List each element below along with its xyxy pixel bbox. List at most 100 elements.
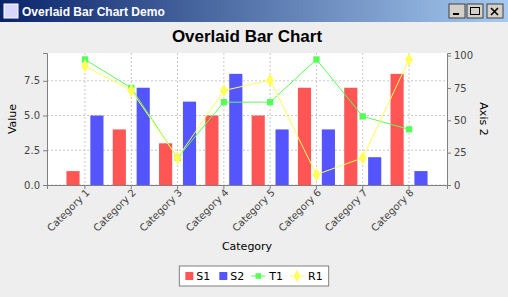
marker bbox=[313, 168, 321, 181]
tick-mark bbox=[43, 185, 47, 186]
y-axis-title: Value bbox=[6, 104, 19, 134]
bar bbox=[414, 171, 427, 185]
marker bbox=[266, 74, 274, 87]
window-icon bbox=[4, 4, 18, 18]
maximize-button[interactable] bbox=[467, 4, 483, 18]
bar bbox=[66, 171, 79, 185]
bar bbox=[113, 129, 126, 185]
tick-label: Category 7 bbox=[323, 187, 370, 234]
legend-label: R1 bbox=[308, 270, 323, 283]
button-face[interactable] bbox=[449, 4, 465, 18]
window-title: Overlaid Bar Chart Demo bbox=[22, 5, 165, 19]
grid-line-y bbox=[47, 80, 447, 81]
tick-label: Category 1 bbox=[45, 187, 92, 234]
y2-axis: 0255075100 bbox=[447, 50, 473, 190]
tick: Category 6 bbox=[276, 185, 323, 234]
axis-line bbox=[43, 54, 48, 186]
tick-label: 2.5 bbox=[24, 145, 40, 156]
legend-label: T1 bbox=[268, 270, 283, 283]
tick: 0 bbox=[447, 180, 460, 191]
tick: Category 2 bbox=[91, 185, 138, 234]
tick-label: Category 4 bbox=[184, 187, 231, 234]
grid-line-x bbox=[131, 53, 132, 185]
grid-line-x bbox=[84, 53, 85, 185]
legend-label: S2 bbox=[230, 270, 244, 283]
tick: 0.0 bbox=[24, 180, 47, 191]
legend-marker bbox=[294, 270, 301, 282]
marker bbox=[359, 151, 367, 164]
legend-item: T1 bbox=[251, 270, 283, 283]
bar-series bbox=[90, 74, 427, 185]
bar bbox=[229, 74, 242, 185]
tick: Category 3 bbox=[137, 185, 184, 234]
tick-label: 0.0 bbox=[24, 180, 40, 191]
line-series bbox=[82, 56, 412, 161]
marker bbox=[174, 151, 182, 164]
tick-label: 0 bbox=[454, 180, 460, 191]
tick-label: 5.0 bbox=[24, 110, 40, 121]
bar bbox=[137, 88, 150, 185]
line bbox=[85, 59, 409, 174]
legend-swatch bbox=[185, 272, 193, 280]
grid bbox=[47, 53, 447, 185]
legend-label: S1 bbox=[196, 270, 210, 283]
bar bbox=[368, 157, 381, 185]
legend: S1 S2 T1 R1 bbox=[179, 266, 328, 286]
tick-label: 7.5 bbox=[24, 75, 40, 86]
button-glyph[interactable] bbox=[471, 8, 480, 15]
bar bbox=[298, 88, 311, 185]
tick-mark bbox=[447, 120, 451, 121]
chart-window: Overlaid Bar Chart DemoOverlaid Bar Char… bbox=[0, 0, 508, 297]
axis-line bbox=[48, 186, 448, 190]
tick: 5.0 bbox=[24, 110, 47, 121]
grid-line-x bbox=[316, 53, 317, 185]
bar bbox=[391, 74, 404, 185]
tick: 50 bbox=[447, 115, 467, 126]
bar bbox=[205, 116, 218, 185]
legend-item: R1 bbox=[290, 270, 323, 283]
tick-mark bbox=[43, 150, 47, 151]
tick: 25 bbox=[447, 147, 467, 158]
tick: Category 7 bbox=[323, 185, 370, 234]
button-face[interactable] bbox=[487, 4, 503, 18]
legend-box bbox=[179, 266, 328, 286]
tick-mark bbox=[43, 116, 47, 117]
tick: Category 1 bbox=[45, 185, 92, 234]
legend-item: S2 bbox=[219, 270, 244, 283]
tick: 2.5 bbox=[24, 145, 47, 156]
bar bbox=[252, 116, 265, 185]
marks bbox=[66, 53, 427, 185]
tick-mark bbox=[447, 153, 451, 154]
background bbox=[0, 0, 508, 297]
marker bbox=[406, 126, 412, 132]
axis-line bbox=[448, 54, 452, 186]
button-face[interactable] bbox=[467, 4, 483, 18]
tick: 7.5 bbox=[24, 75, 47, 86]
close-button[interactable] bbox=[487, 4, 503, 18]
tick-label: Category 3 bbox=[137, 187, 184, 234]
grid-line-x bbox=[270, 53, 271, 185]
tick-label: 50 bbox=[454, 115, 467, 126]
tick-mark bbox=[43, 81, 47, 82]
bar bbox=[90, 116, 103, 185]
bar bbox=[276, 129, 289, 185]
button-glyph[interactable] bbox=[453, 13, 459, 15]
tick-mark bbox=[447, 56, 451, 57]
tick-mark bbox=[447, 88, 451, 89]
marker bbox=[220, 84, 228, 97]
tick-label: Category 5 bbox=[230, 187, 277, 234]
grid-line-x bbox=[409, 53, 410, 185]
marker bbox=[127, 84, 135, 97]
grid-line-y bbox=[47, 115, 447, 116]
y-axis: 0.0 2.5 5.0 7.5 bbox=[24, 54, 47, 191]
bar bbox=[322, 129, 335, 185]
marker bbox=[360, 113, 366, 119]
tick-label: 25 bbox=[454, 147, 467, 158]
button-glyph[interactable] bbox=[491, 8, 498, 15]
minimize-button[interactable] bbox=[449, 4, 465, 18]
grid-line-x bbox=[177, 53, 178, 185]
legend-marker bbox=[256, 273, 261, 278]
legend-item: S1 bbox=[185, 270, 210, 283]
title-bar bbox=[0, 0, 508, 22]
tick: Category 5 bbox=[230, 185, 277, 234]
